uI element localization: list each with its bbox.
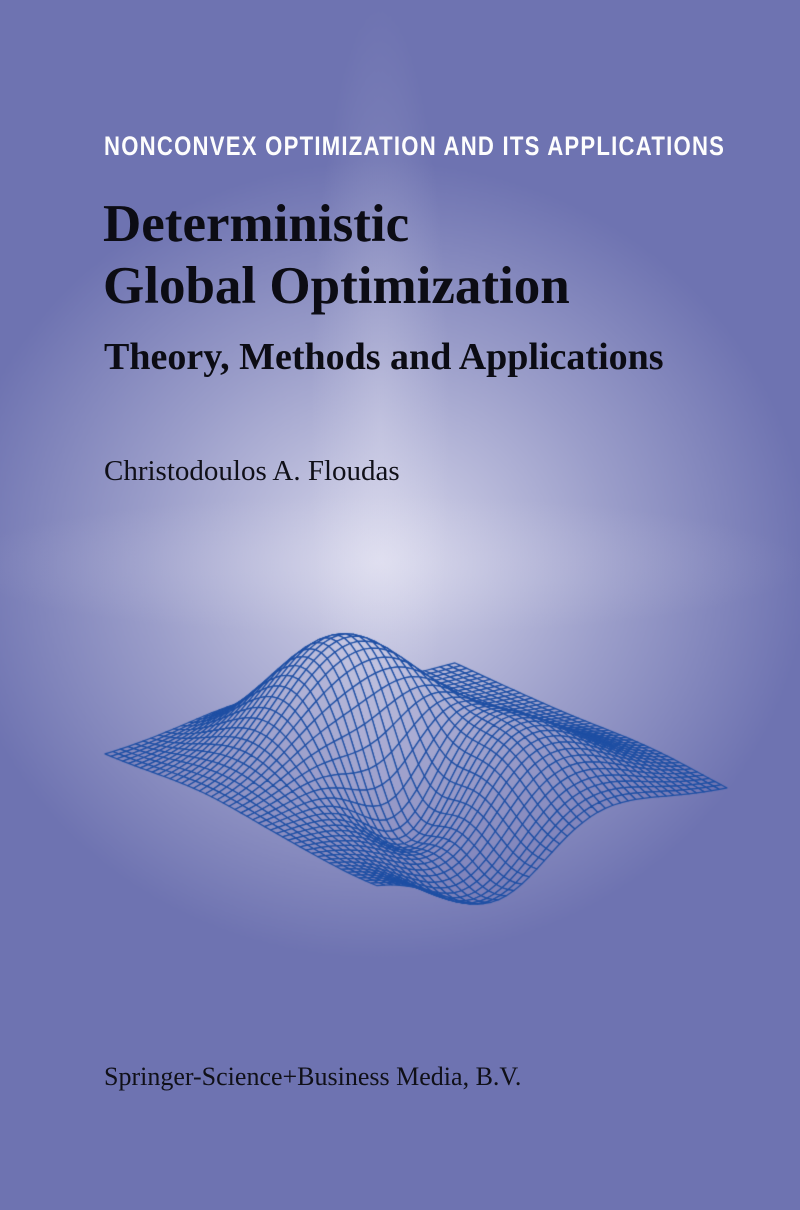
series-title: NONCONVEX OPTIMIZATION AND ITS APPLICATI… — [104, 131, 726, 161]
book-title-line1: Deterministic — [103, 195, 410, 253]
author-name: Christodoulos A. Floudas — [104, 455, 400, 487]
publisher-name: Springer-Science+Business Media, B.V. — [104, 1062, 522, 1091]
book-title: Deterministic Global Optimization — [103, 193, 570, 317]
book-title-line2: Global Optimization — [103, 257, 570, 315]
book-subtitle: Theory, Methods and Applications — [104, 336, 664, 378]
